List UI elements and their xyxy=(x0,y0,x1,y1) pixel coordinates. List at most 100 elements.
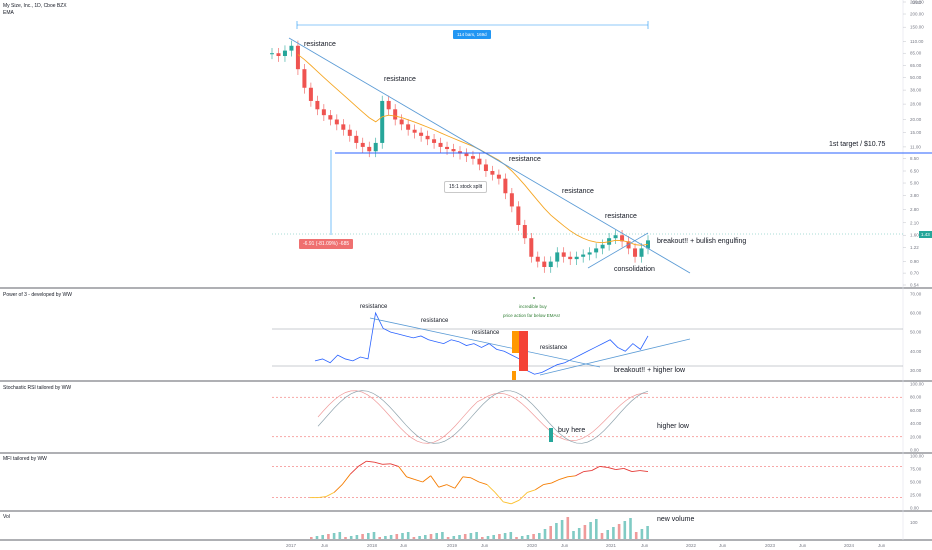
candle-body xyxy=(626,241,631,249)
volume-bar xyxy=(577,528,581,539)
pane3-axis-tick: 100.00 xyxy=(910,382,924,387)
annotation-resistance-1: resistance xyxy=(304,41,336,48)
pane2-incredible-buy: incredible buy xyxy=(519,304,547,309)
pane4-axis-tick: 25.00 xyxy=(910,493,922,498)
volume-bar xyxy=(481,537,484,539)
volume-bar xyxy=(475,532,478,539)
candle-body xyxy=(386,100,391,110)
volume-bar xyxy=(623,521,627,539)
mfi-segment xyxy=(486,484,496,493)
symbol-title[interactable]: My Size, Inc., 1D, Cboe BZX xyxy=(3,3,67,9)
volume-bar xyxy=(612,527,615,539)
mfi-segment xyxy=(591,466,600,471)
mfi-segment xyxy=(325,492,335,497)
volume-bar xyxy=(566,517,570,539)
candle-body xyxy=(561,252,566,257)
mfi-segment xyxy=(551,478,560,484)
candle-body xyxy=(555,252,560,262)
volume-bar xyxy=(543,529,547,539)
pane2-resistance-b: resistance xyxy=(421,318,449,324)
annotation-resistance-5: resistance xyxy=(605,213,637,220)
mfi-segment xyxy=(535,484,544,491)
pane3-title[interactable]: Stochastic RSI tailored by WW xyxy=(3,385,72,391)
volume-bar xyxy=(452,536,456,539)
mfi-segment xyxy=(366,460,375,463)
power-of-3-line xyxy=(314,311,649,375)
mfi-segment xyxy=(567,475,576,478)
volume-bar xyxy=(555,523,558,539)
ascending-support-line xyxy=(587,232,649,269)
candle-body xyxy=(354,135,359,143)
ema-line xyxy=(297,54,649,246)
volume-bar xyxy=(509,532,513,539)
mfi-segment xyxy=(583,470,592,473)
candle-body xyxy=(438,142,443,147)
time-axis-tick: Jun xyxy=(321,543,329,548)
candle-body xyxy=(334,119,339,125)
pane4-axis-tick: 0.00 xyxy=(910,506,919,511)
annotation-consolidation: consolidation xyxy=(614,266,655,273)
candle-body xyxy=(490,171,495,175)
candle-body xyxy=(516,206,521,226)
pane2-resistance-c: resistance xyxy=(472,330,500,336)
volume-bar xyxy=(469,533,473,539)
mfi-segment xyxy=(358,460,367,467)
pane2-price-action: price action far below EMAs! xyxy=(503,313,561,318)
ema-indicator-label[interactable]: EMA xyxy=(3,10,14,16)
pane5-new-volume: new volume xyxy=(657,516,695,523)
candle-body xyxy=(477,158,482,165)
stoch-buy-highlight xyxy=(549,428,553,442)
pane2-resistance-d: resistance xyxy=(540,345,568,351)
pane5-title[interactable]: Vol xyxy=(3,514,10,520)
annotation-target: 1st target / $10.75 xyxy=(829,141,886,148)
pane4-axis-tick: 75.00 xyxy=(910,467,922,472)
price-axis-tick: 65.00 xyxy=(910,63,922,68)
candle-body xyxy=(548,261,553,267)
price-axis-tick: 28.00 xyxy=(910,102,922,107)
mfi-segment xyxy=(382,463,391,465)
volume-bar xyxy=(446,537,450,539)
candle-body xyxy=(522,225,527,239)
time-axis-tick: Jun xyxy=(481,543,489,548)
price-axis-tick: 2.10 xyxy=(910,220,919,225)
mfi-segment xyxy=(317,496,327,499)
time-axis-tick: Jun xyxy=(799,543,807,548)
volume-bar xyxy=(634,532,638,539)
candle-body xyxy=(302,69,307,88)
time-axis-tick: 2019 xyxy=(447,543,458,548)
mfi-segment xyxy=(390,463,399,467)
candle-body xyxy=(587,252,592,255)
volume-bar xyxy=(315,536,319,539)
volume-bar xyxy=(640,529,644,539)
volume-bar xyxy=(560,520,564,539)
price-axis-tick: 150.00 xyxy=(910,25,924,30)
volume-bar xyxy=(617,524,621,539)
mfi-segment xyxy=(607,467,616,470)
time-axis-tick: Jun xyxy=(878,543,886,548)
last-price-label: 1.43 xyxy=(919,231,932,238)
price-axis-tick: 200.00 xyxy=(910,12,924,17)
time-axis-tick: 2018 xyxy=(367,543,378,548)
candle-body xyxy=(412,129,417,133)
annotation-resistance-3: resistance xyxy=(509,156,541,163)
pane2-descending-trendline xyxy=(369,317,601,368)
time-axis-tick: 2024 xyxy=(844,543,855,548)
pane2-title[interactable]: Power of 3 - developed by WW xyxy=(3,292,72,298)
candle-body xyxy=(594,248,599,253)
mfi-segment xyxy=(527,489,536,493)
pane4-axis-tick: 100.00 xyxy=(910,454,924,459)
mfi-segment xyxy=(454,476,464,489)
time-axis-tick: 2021 xyxy=(606,543,617,548)
time-axis-tick: 2017 xyxy=(286,543,297,548)
bars-measure-badge: 114 bars, 169d xyxy=(453,30,491,39)
stoch-d-line xyxy=(317,390,649,444)
mfi-segment xyxy=(599,465,608,468)
price-axis-tick: 0.54 xyxy=(910,283,919,288)
mfi-segment xyxy=(518,492,528,501)
pane4-title[interactable]: MFI tailored by WW xyxy=(3,456,47,462)
currency-label: USD xyxy=(912,0,922,5)
pane3-axis-tick: 40.00 xyxy=(910,421,922,426)
candle-body xyxy=(419,132,424,136)
candle-body xyxy=(574,256,579,260)
